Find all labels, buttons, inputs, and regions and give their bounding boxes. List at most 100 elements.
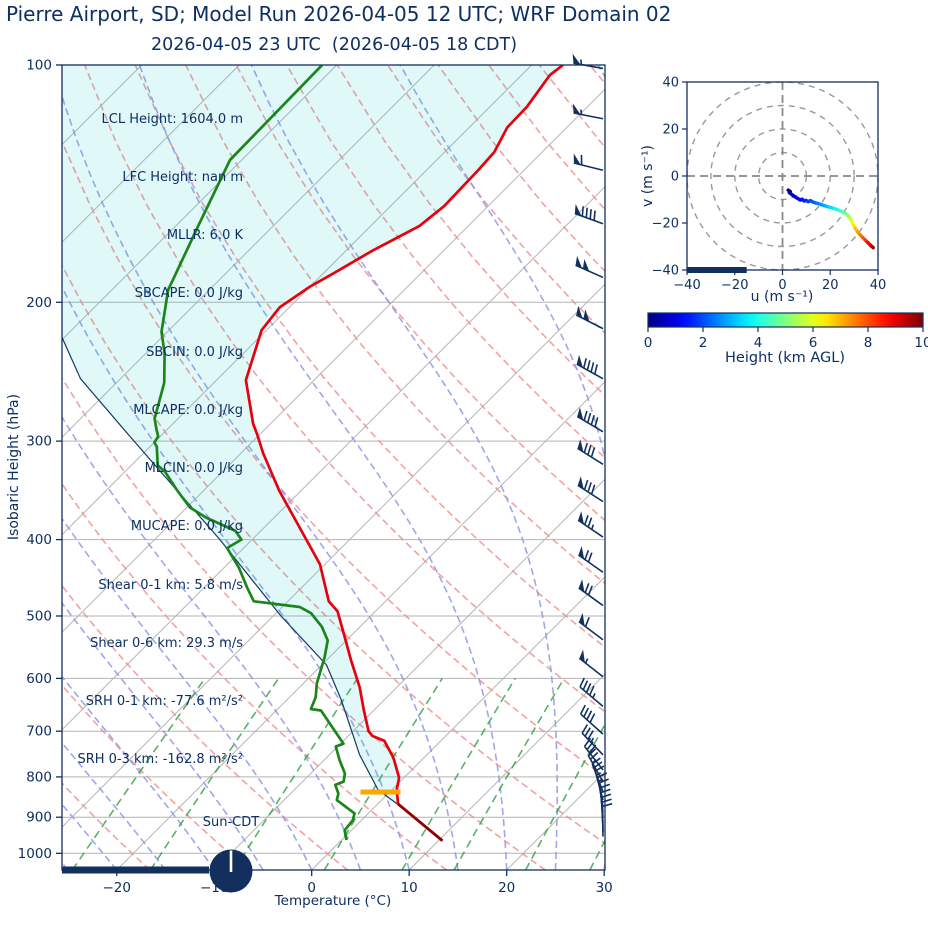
dry-adiabat-line bbox=[842, 65, 928, 870]
dry-adiabat-line bbox=[62, 376, 546, 870]
wind-barb bbox=[578, 649, 604, 678]
isotherm-line bbox=[62, 185, 605, 731]
dry-adiabat-line bbox=[62, 782, 151, 870]
wind-barb bbox=[579, 704, 604, 735]
moist-adiabat-line bbox=[62, 601, 264, 870]
hodo-u-tick-label: 0 bbox=[778, 278, 786, 293]
wind-barb bbox=[577, 546, 604, 573]
hodo-u-tick-label: 40 bbox=[870, 278, 887, 293]
param-sbcin: SBCIN: 0.0 J/kg bbox=[146, 344, 243, 360]
hodo-v-tick-label: 40 bbox=[662, 76, 679, 91]
pressure-tick-label: 900 bbox=[26, 810, 52, 826]
wind-barb bbox=[575, 305, 604, 330]
wind-barb bbox=[572, 53, 604, 70]
hodo-v-tick-label: 0 bbox=[671, 170, 679, 185]
wind-barb bbox=[581, 724, 604, 756]
dry-adiabat-line bbox=[235, 65, 605, 522]
pressure-tick-label: 100 bbox=[26, 58, 52, 74]
colorbar-tick-label: 8 bbox=[864, 335, 873, 351]
colorbar-frame bbox=[647, 312, 924, 328]
isotherm-line bbox=[213, 478, 605, 870]
pressure-axis-label: Isobaric Height (hPa) bbox=[6, 393, 22, 541]
isotherm-line bbox=[62, 65, 240, 243]
temperature-tick-label: 10 bbox=[401, 880, 418, 896]
wind-barb bbox=[573, 153, 604, 172]
temperature-tick-label: 30 bbox=[596, 880, 613, 896]
moist-adiabat-line bbox=[62, 803, 118, 870]
wind-barb bbox=[601, 802, 613, 837]
valid-time-subtitle: 2026-04-05 23 UTC (2026-04-05 18 CDT) bbox=[150, 35, 518, 55]
isotherm-line bbox=[116, 380, 605, 870]
moist-adiabat-line bbox=[62, 675, 215, 870]
mixing-ratio-line bbox=[401, 677, 516, 870]
dewpoint-trace bbox=[153, 65, 356, 841]
wind-barb bbox=[577, 476, 604, 503]
temperature-tick-label: 20 bbox=[498, 880, 515, 896]
mixing-ratio-line bbox=[524, 722, 605, 870]
param-mllr: MLLR: 6.0 K bbox=[166, 228, 243, 244]
skewt-background bbox=[62, 65, 928, 870]
dry-adiabat-line bbox=[387, 65, 605, 335]
hodograph-trace bbox=[786, 188, 875, 250]
isotherm-line bbox=[62, 88, 605, 633]
mixing-ratio-line bbox=[149, 677, 280, 870]
wind-barb bbox=[576, 407, 604, 433]
dry-adiabat-line bbox=[184, 65, 605, 585]
dry-adiabat-line bbox=[336, 65, 605, 397]
moist-adiabat-line bbox=[62, 93, 459, 870]
dry-adiabat-line bbox=[437, 65, 605, 273]
dry-adiabat-line bbox=[893, 65, 928, 870]
param-lfc-height: LFC Height: nan m bbox=[122, 170, 243, 186]
hodo-u-tick-label: −20 bbox=[721, 278, 748, 293]
moist-adiabat-line bbox=[138, 65, 508, 870]
isotherm-line bbox=[702, 65, 928, 870]
pressure-tick-label: 1000 bbox=[18, 846, 52, 862]
wind-barb bbox=[577, 439, 604, 465]
dry-adiabat-line bbox=[741, 65, 928, 870]
hodograph: −40−40 −20 −20 0 0 20 20 40 40 bbox=[652, 76, 887, 294]
wind-barb bbox=[579, 677, 604, 707]
skewt-frame bbox=[61, 64, 606, 871]
moist-adiabat-line bbox=[399, 65, 605, 870]
pressure-tick-label: 600 bbox=[26, 671, 52, 687]
dry-adiabat-line bbox=[62, 263, 605, 845]
dry-adiabat-line bbox=[640, 65, 928, 870]
isotherm-line bbox=[62, 65, 338, 341]
isotherm-line bbox=[506, 770, 605, 870]
dry-adiabat-line bbox=[62, 139, 605, 778]
param-mucape: MUCAPE: 0.0 J/kg bbox=[130, 519, 243, 535]
pressure-tick-label: 400 bbox=[26, 532, 52, 548]
dry-adiabat-line bbox=[62, 584, 349, 870]
range-ring bbox=[710, 104, 855, 248]
colorbar-tick-label: 10 bbox=[914, 335, 928, 351]
wind-barb bbox=[583, 737, 604, 771]
temperature-axis-label: Temperature (°C) bbox=[274, 893, 392, 909]
hodo-v-tick-label: −40 bbox=[652, 264, 679, 279]
temperature-trace bbox=[244, 65, 564, 842]
param-srh-0-3km: SRH 0-3 km: -162.8 m²/s² bbox=[77, 752, 243, 768]
isotherm-line bbox=[62, 65, 533, 536]
night-bar bbox=[62, 866, 209, 874]
colorbar-tick-label: 6 bbox=[809, 335, 818, 351]
wind-barb bbox=[578, 579, 604, 607]
pressure-tick-label: 700 bbox=[26, 724, 52, 740]
mixing-ratio-line bbox=[323, 677, 443, 870]
wind-barb bbox=[578, 612, 604, 641]
pressure-tick-label: 200 bbox=[26, 295, 52, 311]
param-sbcape: SBCAPE: 0.0 J/kg bbox=[134, 286, 243, 302]
wind-barb bbox=[574, 204, 604, 225]
moist-adiabat-line bbox=[62, 285, 410, 870]
mixing-ratio-line bbox=[453, 677, 565, 870]
height-colorbar: 0 2 4 6 8 10 bbox=[644, 312, 928, 351]
temperature-parcel-overlap bbox=[397, 802, 444, 842]
hodo-v-tick-label: −20 bbox=[652, 217, 679, 232]
colorbar-label: Height (km AGL) bbox=[725, 350, 845, 366]
param-shear-0-1km: Shear 0-1 km: 5.8 m/s bbox=[98, 577, 243, 593]
isotherm-line bbox=[311, 575, 605, 870]
mixing-ratio-line bbox=[589, 838, 605, 870]
sun-clock-label: Sun-CDT bbox=[202, 815, 260, 830]
temperature-tick-label: 0 bbox=[307, 880, 316, 896]
